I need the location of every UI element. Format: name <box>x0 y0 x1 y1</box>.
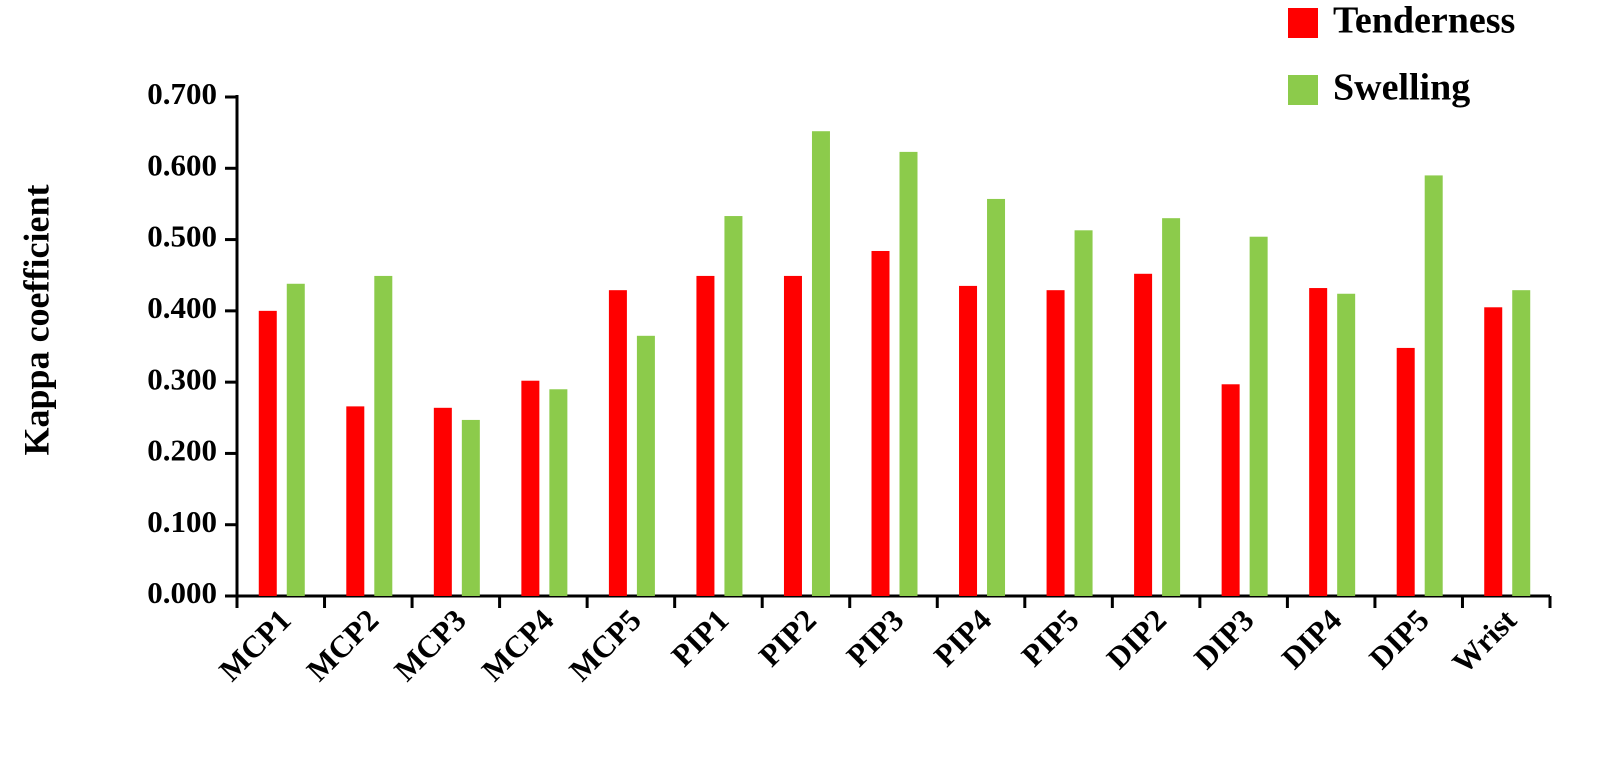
bar <box>696 275 715 596</box>
bar <box>258 310 277 596</box>
bar <box>608 290 627 596</box>
bar <box>1162 218 1181 596</box>
bar <box>811 131 830 596</box>
y-axis-title: Kappa coefficient <box>16 185 56 456</box>
legend-swatch <box>1288 8 1318 38</box>
y-tick-label: 0.100 <box>147 504 217 539</box>
y-tick-label: 0.200 <box>147 433 217 468</box>
bar <box>433 407 452 596</box>
bar <box>1484 307 1503 596</box>
bar <box>871 250 890 596</box>
x-tick-label: MCP1 <box>212 602 298 688</box>
x-tick-label: MCP3 <box>387 602 473 688</box>
bar <box>1396 347 1415 596</box>
bar <box>549 389 568 596</box>
bar <box>461 419 480 596</box>
x-tick-label: DIP3 <box>1187 602 1260 675</box>
bar <box>346 406 365 596</box>
legend-label: Swelling <box>1333 67 1470 109</box>
bar <box>1424 175 1443 596</box>
bar <box>783 275 802 596</box>
bar <box>1134 273 1153 596</box>
y-tick-label: 0.400 <box>147 290 217 325</box>
y-tick-label: 0.000 <box>147 575 217 610</box>
x-tick-label: PIP2 <box>752 602 823 673</box>
bar <box>1046 290 1065 596</box>
legend-label: Tenderness <box>1333 0 1515 42</box>
x-tick-label: DIP2 <box>1100 602 1173 675</box>
y-tick-label: 0.300 <box>147 361 217 396</box>
bar <box>899 151 918 596</box>
bar <box>1512 290 1531 596</box>
bar <box>987 198 1006 596</box>
y-tick-label: 0.600 <box>147 147 217 182</box>
bar <box>286 283 305 596</box>
y-tick-label: 0.700 <box>147 76 217 111</box>
x-tick-label: PIP1 <box>664 602 735 673</box>
bar <box>374 275 393 596</box>
x-tick-label: PIP4 <box>927 602 998 673</box>
x-tick-label: MCP5 <box>562 602 648 688</box>
x-tick-label: MCP4 <box>475 602 561 688</box>
bar <box>521 380 540 596</box>
bar <box>724 216 743 596</box>
legend-swatch <box>1288 75 1318 105</box>
x-tick-label: PIP5 <box>1014 602 1085 673</box>
bar <box>1337 293 1356 596</box>
x-tick-label: DIP4 <box>1275 602 1348 675</box>
bar <box>636 335 655 596</box>
y-tick-label: 0.500 <box>147 219 217 254</box>
x-tick-label: PIP3 <box>839 602 910 673</box>
bar <box>1249 236 1268 596</box>
bar <box>1221 384 1240 596</box>
x-tick-label: Wrist <box>1445 602 1523 680</box>
bar <box>959 285 978 596</box>
x-tick-label: MCP2 <box>300 602 386 688</box>
bar <box>1309 288 1328 596</box>
bar <box>1074 230 1093 596</box>
x-tick-label: DIP5 <box>1362 602 1435 675</box>
